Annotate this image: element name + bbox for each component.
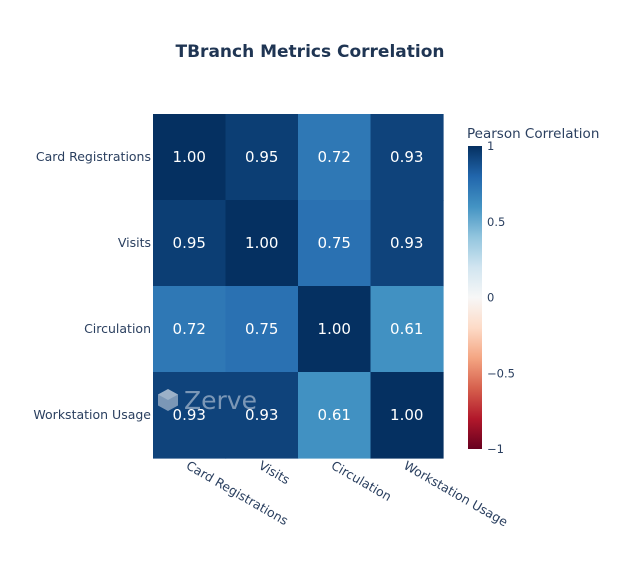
colorbar-tick-label: −1 — [487, 442, 504, 456]
y-tick-label: Visits — [118, 235, 151, 250]
heatmap-cell — [225, 114, 299, 201]
cell-value-label: 0.72 — [173, 320, 206, 338]
cell-value-label: 0.93 — [173, 406, 206, 424]
heatmap-value-labels: 1.00 0.95 0.72 0.93 0.95 1.00 0.75 0.93 0.72 0.75… — [173, 148, 424, 424]
cell-value-label: 0.93 — [390, 234, 423, 252]
colorbar-title: Pearson Correlation — [467, 126, 599, 142]
heatmap-cell — [370, 286, 444, 373]
cell-value-label: 0.95 — [245, 148, 278, 166]
heatmap-cell — [298, 114, 372, 201]
heatmap-cell — [153, 286, 227, 373]
heatmap-cells — [153, 114, 444, 459]
heatmap-cell — [153, 114, 227, 201]
watermark-text: Zerve — [184, 386, 257, 415]
y-tick-label: Card Registrations — [36, 149, 151, 164]
cell-value-label: 0.93 — [245, 406, 278, 424]
heatmap-cell — [225, 286, 299, 373]
heatmap-cell — [153, 372, 227, 459]
colorbar-tick-label: 1 — [487, 139, 494, 153]
heatmap-cell — [370, 200, 444, 287]
heatmap-cell — [370, 372, 444, 459]
cell-value-label: 0.95 — [173, 234, 206, 252]
heatmap-cell — [225, 372, 299, 459]
heatmap-cell — [298, 372, 372, 459]
cell-value-label: 1.00 — [390, 406, 423, 424]
cell-value-label: 0.72 — [318, 148, 351, 166]
colorbar — [468, 146, 482, 449]
x-tick-label: Visits — [256, 458, 292, 488]
heatmap-cell — [225, 200, 299, 287]
colorbar-tick-label: 0.5 — [487, 215, 505, 229]
colorbar-tick-label: −0.5 — [487, 366, 515, 380]
zerve-watermark: Zerve — [158, 386, 257, 415]
cell-value-label: 0.61 — [318, 406, 351, 424]
y-tick-label: Circulation — [84, 321, 151, 336]
cell-value-label: 0.75 — [245, 320, 278, 338]
y-tick-label: Workstation Usage — [33, 407, 151, 422]
colorbar-tick-label: 0 — [487, 291, 494, 305]
heatmap-cell — [370, 114, 444, 201]
chart-title: TBranch Metrics Correlation — [176, 42, 445, 62]
heatmap-cell — [298, 286, 372, 373]
heatmap-cell — [298, 200, 372, 287]
heatmap-cell — [153, 200, 227, 287]
zerve-logo-icon — [158, 389, 178, 411]
x-tick-label: Circulation — [329, 458, 394, 504]
cell-value-label: 1.00 — [245, 234, 278, 252]
cell-value-label: 1.00 — [318, 320, 351, 338]
y-axis-tick-labels: Card Registrations Visits Circulation Works… — [33, 149, 151, 422]
colorbar-tick-labels: 1 0.5 0 −0.5 −1 — [487, 139, 515, 456]
cell-value-label: 1.00 — [173, 148, 206, 166]
cell-value-label: 0.61 — [390, 320, 423, 338]
cell-value-label: 0.75 — [318, 234, 351, 252]
x-tick-label: Workstation Usage — [401, 458, 511, 530]
cell-value-label: 0.93 — [390, 148, 423, 166]
